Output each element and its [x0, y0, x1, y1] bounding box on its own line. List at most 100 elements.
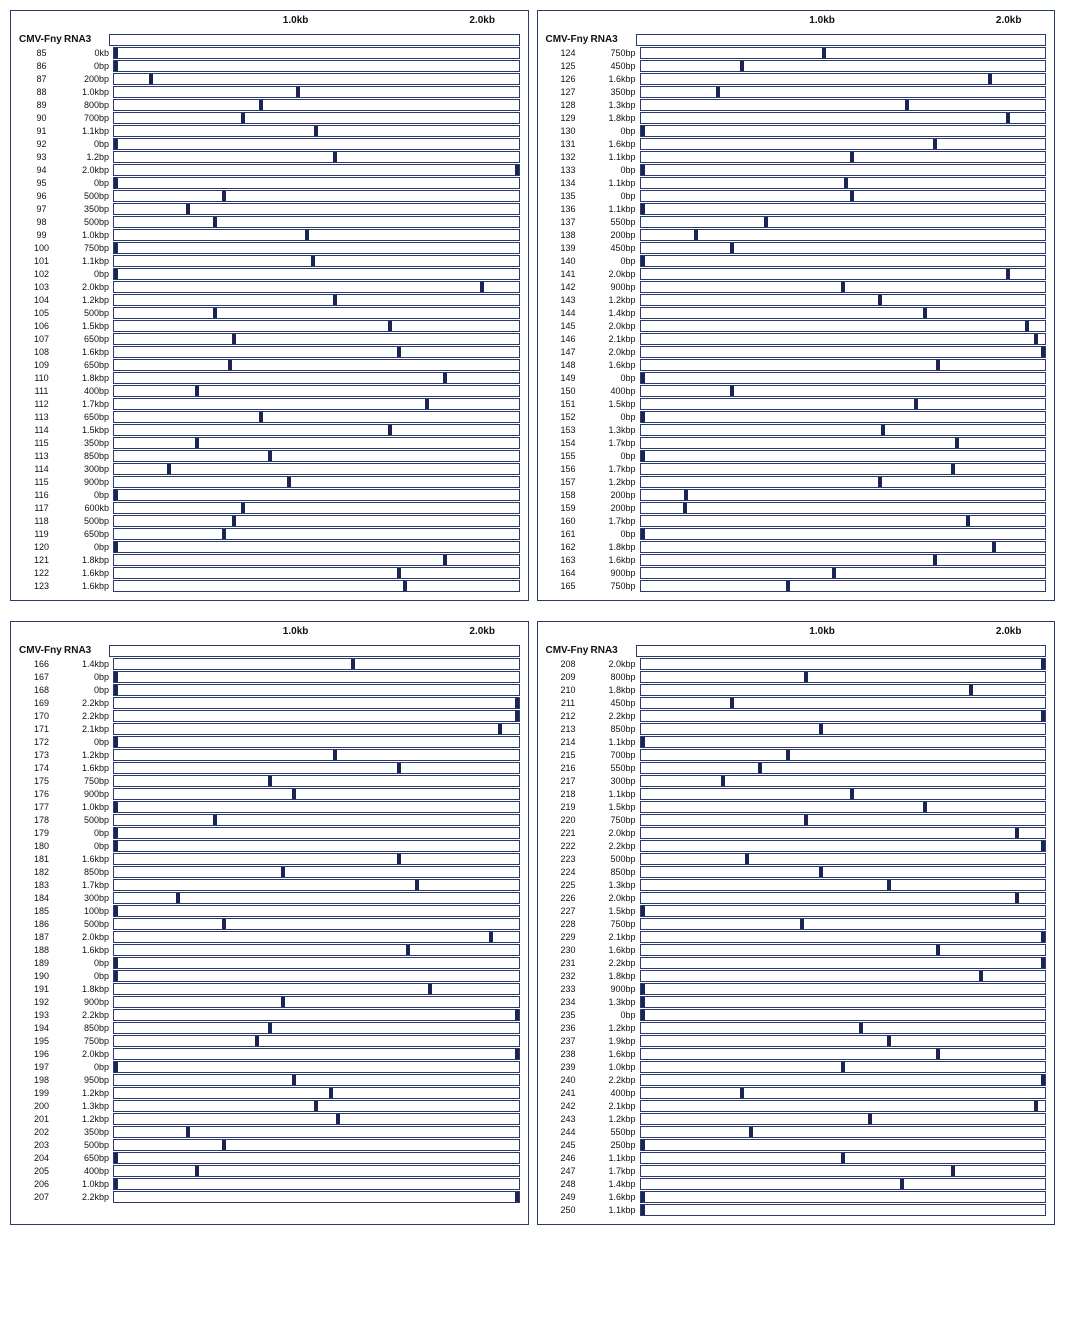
row-marker: [1015, 893, 1019, 903]
row-id: 196: [19, 1049, 64, 1059]
row-size-label: 450bp: [591, 698, 640, 708]
row-track: [113, 1139, 520, 1151]
row-size-label: 1.1kbp: [591, 152, 640, 162]
row-id: 159: [546, 503, 591, 513]
row-track: [113, 320, 520, 332]
row-size-label: 1.1kbp: [64, 126, 113, 136]
row-size-label: 0bp: [64, 841, 113, 851]
row-id: 96: [19, 191, 64, 201]
row-marker: [489, 932, 493, 942]
row-size-label: 200bp: [591, 503, 640, 513]
row-track: [113, 307, 520, 319]
row-marker: [740, 61, 744, 71]
data-row: 1831.7kbp: [19, 878, 520, 891]
row-id: 245: [546, 1140, 591, 1150]
data-row: 1321.1kbp: [546, 150, 1047, 163]
data-row: 1231.6kbp: [19, 579, 520, 592]
data-row: 1141.5kbp: [19, 423, 520, 436]
panel-0: 1.0kb2.0kbCMV-FnyRNA3850kb860bp87200bp88…: [10, 10, 529, 601]
row-id: 154: [546, 438, 591, 448]
row-track: [640, 112, 1047, 124]
row-track: [640, 944, 1047, 956]
row-marker: [186, 1127, 190, 1137]
row-id: 220: [546, 815, 591, 825]
row-size-label: 650bp: [64, 1153, 113, 1163]
row-size-label: 0bp: [591, 412, 640, 422]
row-track: [113, 1035, 520, 1047]
row-size-label: 550bp: [591, 1127, 640, 1137]
data-row: 1911.8kbp: [19, 982, 520, 995]
row-id: 157: [546, 477, 591, 487]
row-size-label: 1.2kbp: [64, 295, 113, 305]
row-id: 86: [19, 61, 64, 71]
row-marker: [114, 139, 118, 149]
row-marker: [684, 490, 688, 500]
data-row: 2391.0kbp: [546, 1060, 1047, 1073]
row-size-label: 1.7kbp: [591, 516, 640, 526]
row-id: 214: [546, 737, 591, 747]
data-row: 217300bp: [546, 774, 1047, 787]
data-row: 1330bp: [546, 163, 1047, 176]
data-row: 138200bp: [546, 228, 1047, 241]
row-track: [640, 268, 1047, 280]
row-marker: [114, 1179, 118, 1189]
header-size-label: RNA3: [591, 34, 636, 45]
row-marker: [515, 698, 519, 708]
row-track: [640, 424, 1047, 436]
row-track: [113, 346, 520, 358]
data-row: 2402.2kbp: [546, 1073, 1047, 1086]
row-size-label: 1.1kbp: [591, 178, 640, 188]
row-marker: [887, 1036, 891, 1046]
row-size-label: 2.0kbp: [591, 828, 640, 838]
panel-header: CMV-FnyRNA3: [546, 33, 1047, 46]
data-row: 2312.2kbp: [546, 956, 1047, 969]
row-track: [640, 879, 1047, 891]
data-row: 1041.2kbp: [19, 293, 520, 306]
data-row: 2141.1kbp: [546, 735, 1047, 748]
data-row: 1431.2kbp: [546, 293, 1047, 306]
row-track: [640, 788, 1047, 800]
row-track: [113, 47, 520, 59]
row-track: [113, 99, 520, 111]
row-marker: [804, 815, 808, 825]
row-marker: [195, 1166, 199, 1176]
row-marker: [1025, 321, 1029, 331]
data-row: 2061.0kbp: [19, 1177, 520, 1190]
data-row: 2271.5kbp: [546, 904, 1047, 917]
row-size-label: 0bp: [591, 126, 640, 136]
row-size-label: 0bp: [64, 1062, 113, 1072]
row-id: 250: [546, 1205, 591, 1215]
data-row: 115350bp: [19, 436, 520, 449]
row-track: [113, 723, 520, 735]
data-row: 2262.0kbp: [546, 891, 1047, 904]
row-track: [113, 60, 520, 72]
row-size-label: 1.0kbp: [64, 230, 113, 240]
axis-tick-label: 1.0kb: [809, 15, 835, 26]
axis-tick-label: 1.0kb: [283, 626, 309, 637]
row-marker: [641, 126, 645, 136]
row-id: 97: [19, 204, 64, 214]
row-track: [640, 73, 1047, 85]
row-marker: [281, 867, 285, 877]
row-marker: [1041, 711, 1045, 721]
row-marker: [195, 386, 199, 396]
data-row: 1900bp: [19, 969, 520, 982]
row-track: [113, 216, 520, 228]
row-track: [113, 372, 520, 384]
row-track: [113, 359, 520, 371]
row-id: 238: [546, 1049, 591, 1059]
row-marker: [641, 1010, 645, 1020]
axis-tick-label: 1.0kb: [283, 15, 309, 26]
row-id: 180: [19, 841, 64, 851]
row-marker: [841, 282, 845, 292]
row-size-label: 1.4kbp: [591, 308, 640, 318]
row-track: [113, 164, 520, 176]
row-track: [640, 138, 1047, 150]
row-id: 113: [19, 412, 64, 422]
data-row: 2212.0kbp: [546, 826, 1047, 839]
row-track: [640, 177, 1047, 189]
row-marker: [832, 568, 836, 578]
row-track: [640, 1087, 1047, 1099]
row-size-label: 500bp: [64, 815, 113, 825]
row-track: [640, 515, 1047, 527]
